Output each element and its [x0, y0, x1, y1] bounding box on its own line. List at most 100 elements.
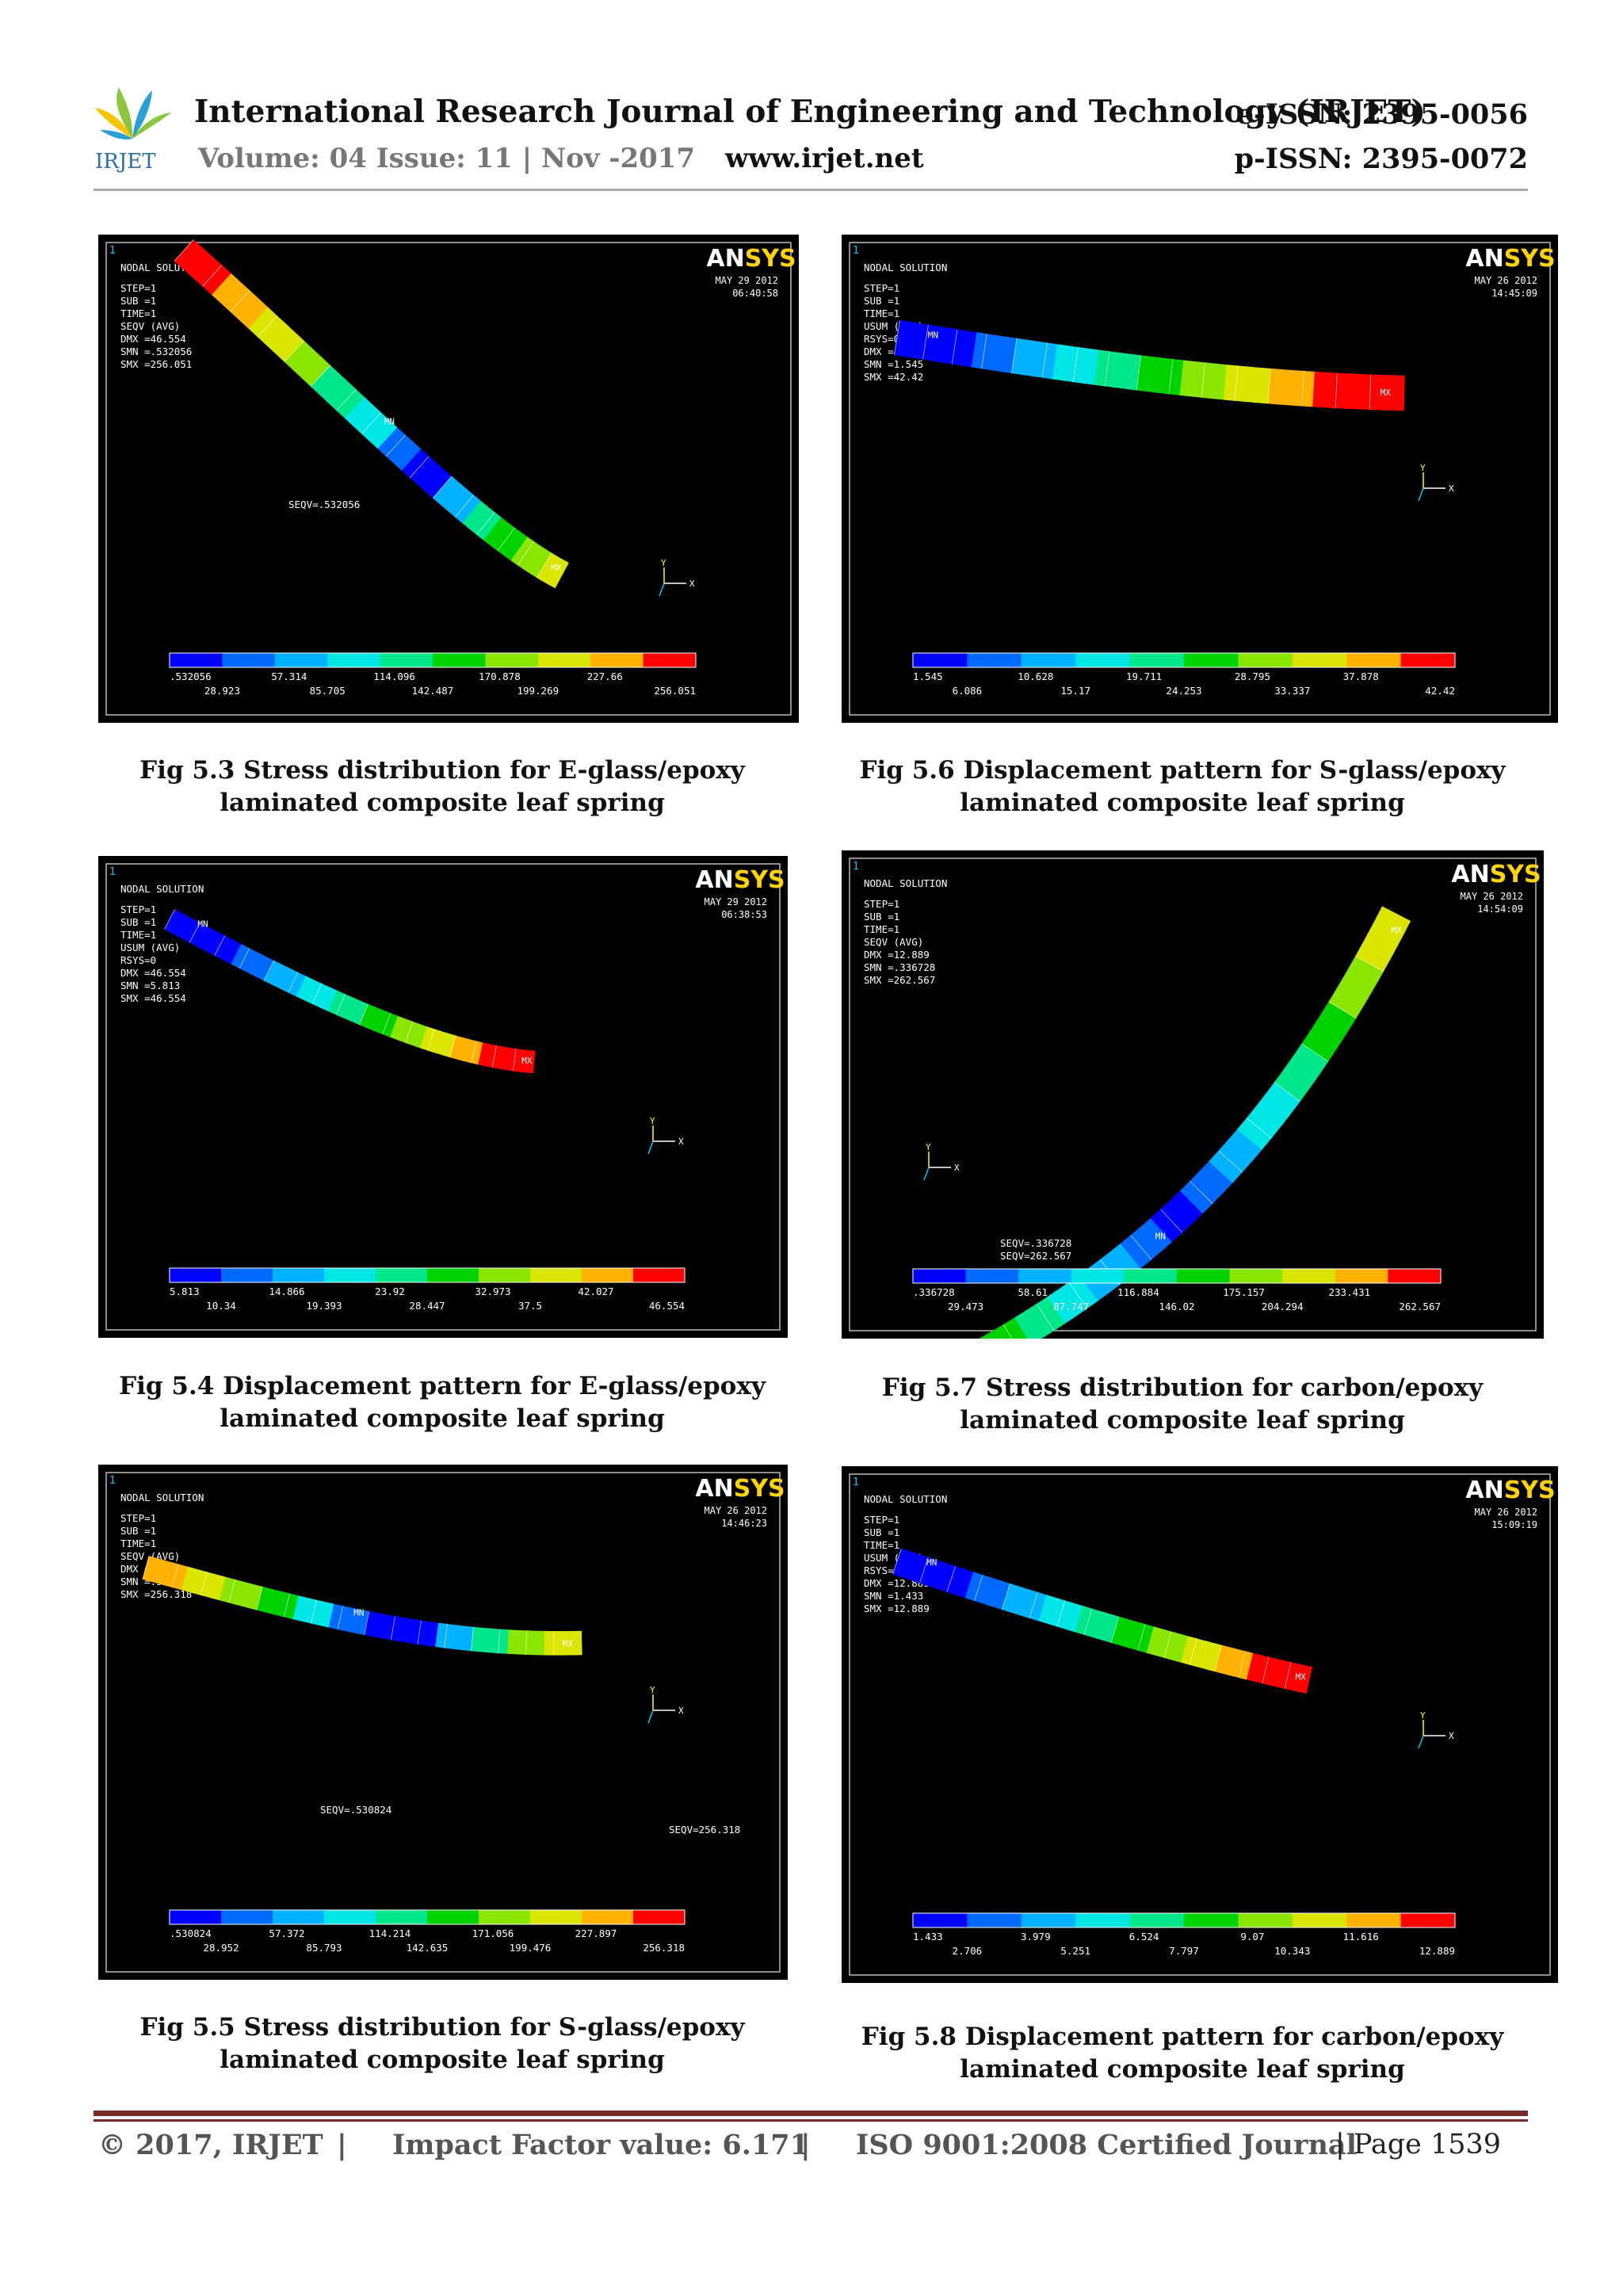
- beam-element: [1323, 372, 1338, 409]
- legend-tick-label: 57.372: [269, 1927, 304, 1939]
- mesh-line: [1011, 338, 1018, 373]
- legend-swatch: [170, 1268, 222, 1282]
- min-value-label: SEQV=.530824: [320, 1804, 391, 1816]
- legend-swatch: [1177, 1269, 1231, 1283]
- legend-swatch: [1335, 1269, 1388, 1283]
- mesh-line: [142, 1556, 150, 1580]
- mesh-line: [444, 1624, 448, 1648]
- footer-separator: |: [337, 2129, 347, 2161]
- mesh-line: [919, 1557, 929, 1584]
- solution-info-line: SUB =1: [864, 911, 899, 923]
- solution-info-line: TIME=1: [864, 1539, 899, 1551]
- mesh-line: [214, 935, 226, 956]
- volume-issue: Volume: 04 Issue: 11 | Nov -2017: [198, 143, 696, 174]
- plot-date: MAY 29 2012: [716, 275, 778, 286]
- legend-bar-frame: [169, 1267, 685, 1283]
- legend-tick-label: 19.393: [306, 1300, 342, 1312]
- max-marker: MX: [1296, 1671, 1307, 1682]
- figure-5-4: 1 NODAL SOLUTION STEP=1 SUB =1 TIME=1 USUM (A…: [98, 856, 788, 1338]
- solution-info-line: SUB =1: [864, 1526, 899, 1538]
- max-value-label: SEQV=262.567: [1000, 1250, 1071, 1262]
- ansys-logo: ANSYS: [695, 1475, 785, 1503]
- mesh-line: [200, 1572, 208, 1595]
- triad-x-label: X: [1449, 1731, 1454, 1741]
- legend-swatch: [327, 653, 381, 667]
- mesh-line: [310, 365, 331, 387]
- solution-info-line: STEP=1: [864, 1514, 899, 1526]
- legend-swatch: [1129, 653, 1185, 667]
- legend-tick-label: 29.473: [948, 1301, 983, 1312]
- mesh-line: [1335, 372, 1338, 408]
- journal-title: International Research Journal of Engine…: [194, 94, 1426, 130]
- legend-swatch: [1071, 1269, 1125, 1283]
- legend-swatch: [643, 653, 697, 667]
- legend-swatch: [967, 1913, 1022, 1927]
- triad-y-label: Y: [661, 558, 666, 568]
- mesh-line: [337, 1606, 343, 1629]
- solution-info-line: SMN =.336728: [864, 961, 935, 973]
- figure-5-8: 1 NODAL SOLUTION STEP=1 SUB =1 TIME=1 USUM (A…: [842, 1466, 1558, 1983]
- window-number: 1: [853, 861, 859, 873]
- irjet-logo: IRJET: [89, 79, 176, 174]
- legend-tick-label: 175.157: [1223, 1286, 1265, 1298]
- legend-swatch: [967, 653, 1022, 667]
- ansys-logo: ANSYS: [695, 866, 785, 894]
- legend-tick-label: 3.979: [1021, 1931, 1051, 1943]
- legend-swatch: [170, 653, 223, 667]
- figure-5-7: 1 NODAL SOLUTION STEP=1 SUB =1 TIME=1 SEQV (A…: [842, 850, 1544, 1339]
- footer-separator: |: [800, 2129, 811, 2161]
- window-number: 1: [853, 1477, 859, 1488]
- plot-frame: [105, 1472, 781, 1973]
- mesh-line: [336, 389, 357, 411]
- mesh-line: [202, 265, 223, 287]
- solution-info-line: STEP=1: [120, 282, 156, 294]
- legend-swatch: [582, 1910, 634, 1924]
- triad-y-label: Y: [650, 1116, 655, 1126]
- legend-tick-label: 227.66: [587, 670, 623, 682]
- mesh-line: [498, 1629, 501, 1653]
- legend-swatch: [427, 1910, 479, 1924]
- legend-tick-label: 6.524: [1129, 1931, 1159, 1943]
- mesh-line: [1328, 1001, 1357, 1019]
- plot-date: MAY 26 2012: [705, 1505, 767, 1516]
- mesh-line: [513, 1049, 517, 1072]
- min-value-label: SEQV=.532056: [288, 499, 360, 510]
- legend-swatch: [479, 1910, 531, 1924]
- legend-swatch: [1075, 653, 1131, 667]
- mesh-line: [1246, 1117, 1272, 1139]
- mesh-line: [391, 1616, 395, 1641]
- beam-element: [1373, 906, 1411, 939]
- mesh-line: [283, 1593, 290, 1618]
- mesh-line: [1301, 1043, 1329, 1062]
- mesh-line: [1369, 374, 1372, 410]
- mesh-line: [974, 1575, 983, 1601]
- mesh-line: [1130, 1235, 1152, 1260]
- legend-tick-label: 28.952: [203, 1942, 239, 1954]
- legend-bar-frame: [169, 652, 697, 668]
- caption-5-3: Fig 5.3 Stress distribution for E-glass/…: [139, 756, 745, 817]
- mesh-line: [1262, 1656, 1270, 1684]
- beam-element: [507, 1629, 518, 1655]
- legend-tick-label: 256.318: [643, 1942, 685, 1954]
- max-marker: MX: [551, 563, 562, 573]
- legend-tick-label: .530824: [170, 1927, 212, 1939]
- triad-x-label: X: [954, 1163, 960, 1173]
- plot-frame: [105, 242, 792, 716]
- min-marker: MN: [384, 417, 395, 427]
- window-number: 1: [109, 245, 116, 257]
- mesh-line: [1238, 1651, 1246, 1678]
- mesh-line: [405, 1022, 414, 1043]
- min-marker: MN: [197, 919, 208, 929]
- legend-tick-label: 23.92: [375, 1286, 405, 1297]
- mesh-line: [1029, 1591, 1038, 1618]
- triad-y-label: Y: [926, 1142, 931, 1152]
- triad-z-axis: [1418, 1735, 1424, 1749]
- mesh-line: [449, 1035, 456, 1057]
- legend-swatch: [274, 653, 328, 667]
- mesh-line: [257, 315, 277, 338]
- legend-tick-label: 58.61: [1018, 1286, 1048, 1298]
- mesh-line: [1002, 1584, 1010, 1610]
- legend-swatch: [1075, 1913, 1131, 1927]
- window-number: 1: [853, 245, 859, 257]
- legend-swatch: [1124, 1269, 1178, 1283]
